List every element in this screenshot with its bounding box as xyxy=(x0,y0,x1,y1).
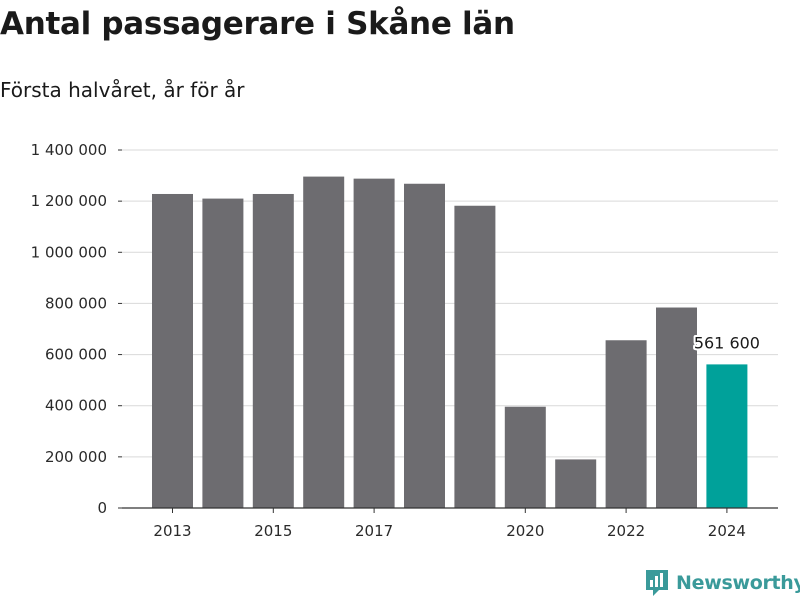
y-tick-label: 600 000 xyxy=(45,346,107,364)
bar-2016 xyxy=(303,176,345,508)
x-tick-label: 2013 xyxy=(153,522,191,540)
x-tick-label: 2022 xyxy=(607,522,645,540)
y-tick-label: 400 000 xyxy=(45,397,107,415)
y-tick-label: 1 200 000 xyxy=(31,192,107,210)
y-tick-label: 1 000 000 xyxy=(31,243,107,261)
bar-2014 xyxy=(202,198,244,509)
bar-2019 xyxy=(454,205,496,508)
bar-2024 xyxy=(706,364,748,508)
bar-2022 xyxy=(605,340,647,508)
x-tick-label: 2017 xyxy=(355,522,393,540)
x-tick-label: 2015 xyxy=(254,522,292,540)
x-axis: 2013 2015 2017 2020 2022 2024 xyxy=(122,507,778,540)
y-axis: 0 200 000 400 000 600 000 800 000 1 000 000 1 … xyxy=(31,141,122,517)
bar-2018 xyxy=(404,183,445,509)
bars xyxy=(152,176,748,509)
chart-subtitle: Första halvåret, år för år xyxy=(0,78,245,102)
y-tick-label: 0 xyxy=(97,499,107,517)
bar-2015 xyxy=(252,193,294,509)
brand: Newsworthy xyxy=(644,568,800,598)
y-tick-label: 1 400 000 xyxy=(31,141,107,159)
bar-2020 xyxy=(504,406,546,508)
y-tick-label: 200 000 xyxy=(45,448,107,466)
y-tick-label: 800 000 xyxy=(45,294,107,312)
data-labels: 561 600 xyxy=(692,331,762,354)
bar-2013 xyxy=(152,193,193,509)
data-label-2024: 561 600 xyxy=(694,333,760,352)
x-tick-label: 2020 xyxy=(506,522,544,540)
x-tick-label: 2024 xyxy=(708,522,746,540)
bar-2017 xyxy=(353,178,395,508)
bar-chart: 0 200 000 400 000 600 000 800 000 1 000 000 1 … xyxy=(31,141,778,540)
brand-name: Newsworthy xyxy=(676,572,800,594)
chart-title: Antal passagerare i Skåne län xyxy=(0,6,515,42)
newsworthy-logo-icon xyxy=(646,570,668,596)
bar-2023 xyxy=(656,307,697,508)
bar-2021 xyxy=(555,459,597,508)
